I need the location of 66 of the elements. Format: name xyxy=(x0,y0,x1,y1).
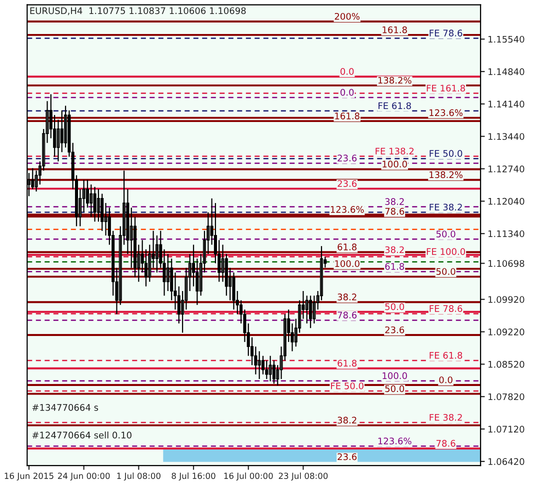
annotation: 123.6% xyxy=(330,206,364,213)
y-tick-label: 1.09920 xyxy=(488,296,524,303)
annotation: FE 50.0 xyxy=(430,150,462,157)
annotation: FE 61.8 xyxy=(378,102,411,110)
y-tick-label: 1.14140 xyxy=(488,100,524,108)
y-tick-label: 1.13440 xyxy=(488,133,524,140)
annotation: 50.0 xyxy=(436,230,456,238)
annotation: 138.2% xyxy=(430,171,463,178)
annotation: FE 161.8 xyxy=(426,84,466,92)
y-tick-label: 1.07120 xyxy=(488,426,524,433)
y-tick-label: 1.07820 xyxy=(488,393,524,400)
annotation: 138.2% xyxy=(378,76,412,84)
x-tick-label: 16 Jun 2015 xyxy=(4,472,54,481)
annotation: 50.0 xyxy=(385,385,404,392)
annotation: 78.6 xyxy=(385,208,404,215)
annotation: 100.0 xyxy=(335,260,360,268)
annotation: #124770664 sell 0.10 xyxy=(32,432,132,439)
chart-title: EURUSD,H4 1.10775 1.10837 1.10606 1.10698 xyxy=(30,7,246,16)
annotation: 61.8 xyxy=(338,360,357,367)
annotation: 38.2 xyxy=(385,198,404,205)
y-tick-label: 1.11340 xyxy=(488,230,524,238)
x-tick-label: 16 Jul 00:00 xyxy=(224,472,273,481)
annotation: FE 38.2 xyxy=(430,204,462,211)
annotation: FE 50.0 xyxy=(331,382,364,390)
annotation: 78.6 xyxy=(436,440,456,447)
annotation: 23.6 xyxy=(338,154,357,162)
y-tick-label: 1.12040 xyxy=(488,198,524,205)
annotation: 23.6 xyxy=(338,180,357,187)
x-tick-label: 8 Jul 16:00 xyxy=(172,472,216,481)
annotation: 50.0 xyxy=(436,268,456,275)
annotation: 50.0 xyxy=(385,303,404,310)
annotation: 161.8 xyxy=(335,112,360,120)
y-tick-label: 1.08520 xyxy=(488,360,524,368)
x-tick-label: 24 Jun 00:00 xyxy=(58,472,110,481)
annotation: 123.6% xyxy=(430,109,463,116)
annotation: 23.6 xyxy=(385,326,404,334)
annotation: 38.2 xyxy=(338,294,356,300)
x-tick-label: 1 Jul 08:00 xyxy=(117,472,160,481)
annotation: 0.0 xyxy=(439,376,452,384)
annotation: 123.6% xyxy=(378,438,412,444)
annotation: 0.0 xyxy=(340,68,354,75)
annotation: 78.6 xyxy=(338,312,357,318)
annotation: 100.0 xyxy=(382,372,407,380)
annotation: FE 78.6 xyxy=(430,30,462,36)
y-tick-label: 1.14840 xyxy=(488,68,524,76)
y-tick-label: 1.06420 xyxy=(488,458,524,465)
annotation: 0.0 xyxy=(340,88,354,96)
annotation: FE 38.2 xyxy=(430,414,462,421)
annotation: FE 78.6 xyxy=(430,305,462,312)
annotation: FE 100.0 xyxy=(426,248,466,256)
annotation: 61.8 xyxy=(338,244,357,250)
annotation: 23.6 xyxy=(338,453,357,460)
annotation: #134770664 s xyxy=(32,404,98,411)
y-tick-label: 1.10698 xyxy=(488,260,524,267)
annotation: 161.8 xyxy=(382,26,407,34)
annotation: 38.2 xyxy=(385,246,404,254)
x-tick-label: 23 Jul 08:00 xyxy=(278,472,328,481)
y-tick-label: 1.15540 xyxy=(488,36,524,43)
annotation: FE 138.2 xyxy=(376,148,414,155)
annotation: 38.2 xyxy=(338,416,356,424)
annotation: 61.8 xyxy=(385,263,404,270)
annotation: FE 61.8 xyxy=(430,352,462,359)
annotation: 200% xyxy=(334,12,360,20)
y-tick-label: 1.12740 xyxy=(488,166,524,172)
y-tick-label: 1.09220 xyxy=(488,328,524,336)
annotation: 100.0 xyxy=(382,160,407,168)
